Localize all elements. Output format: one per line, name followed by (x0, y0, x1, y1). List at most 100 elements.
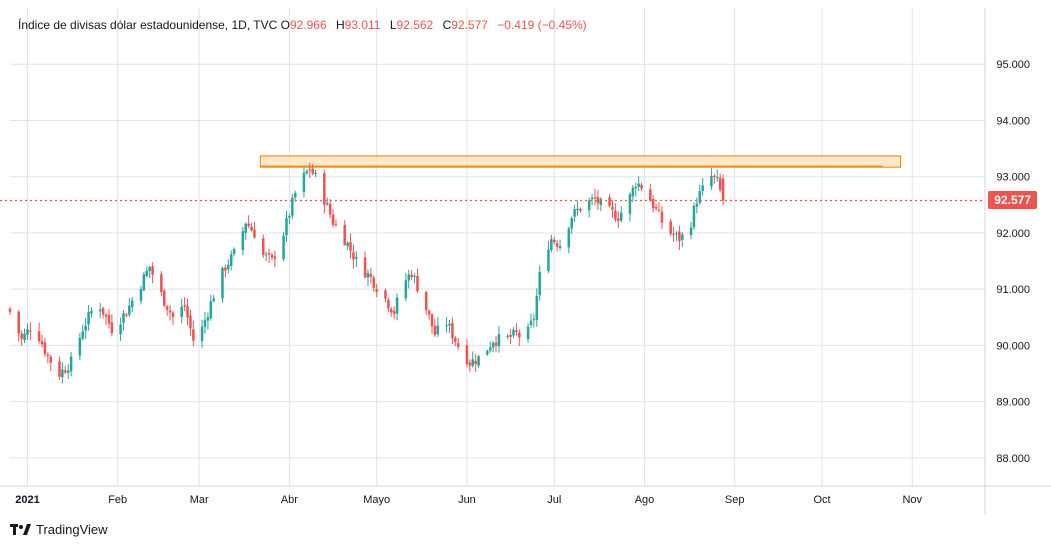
candle (587, 197, 591, 218)
candle-body (171, 312, 175, 317)
candle-body (651, 198, 655, 209)
x-tick-label: Nov (902, 494, 922, 506)
candle-body (78, 337, 82, 356)
candle-body (477, 356, 480, 366)
candle-body (567, 228, 571, 248)
candle (529, 313, 533, 328)
candle-body (46, 354, 50, 357)
candle-body (247, 223, 250, 226)
y-tick-label: 90.000 (996, 340, 1030, 352)
candle-body (227, 264, 230, 270)
candle (49, 354, 53, 372)
candle-body (119, 324, 122, 335)
candle-body (387, 299, 390, 309)
candle (40, 334, 44, 348)
candle-body (104, 314, 108, 317)
candle-body (465, 345, 469, 365)
candle-body (390, 308, 393, 313)
candle-body (189, 315, 192, 328)
candle-body (660, 211, 664, 223)
candle (206, 312, 210, 330)
candle-body (180, 306, 183, 317)
candle-body (165, 306, 169, 310)
candle (209, 294, 213, 321)
candle (486, 349, 489, 356)
candle (46, 352, 50, 364)
candle-body (640, 184, 643, 189)
candle-body (311, 168, 314, 174)
candle (250, 222, 253, 232)
candle (130, 297, 134, 313)
candle-body (413, 275, 416, 277)
candle-body (596, 197, 600, 204)
candle-body (244, 223, 248, 233)
candle-body (23, 333, 26, 341)
candle (567, 226, 571, 254)
y-tick-label: 94.000 (996, 115, 1030, 127)
candle (171, 310, 175, 326)
candle (247, 215, 250, 228)
candle-body (593, 197, 597, 199)
candle (474, 353, 477, 372)
candle (547, 240, 550, 273)
candle-body (66, 370, 70, 373)
candle-body (614, 210, 617, 220)
candle-body (241, 231, 245, 250)
candle (471, 351, 475, 368)
candle (477, 354, 480, 369)
candle-body (84, 325, 87, 331)
candle-body (192, 329, 195, 341)
candle-body (538, 271, 541, 296)
candle-body (669, 221, 672, 234)
change-value: −0.419 (−0.45%) (497, 18, 587, 32)
candle (451, 317, 454, 345)
axes: 88.000 89.000 90.000 91.000 92.000 93.000 94.0… (0, 8, 1051, 515)
candle-body (456, 343, 460, 347)
candle (192, 320, 195, 347)
candle-body (617, 218, 620, 221)
candle (168, 304, 172, 321)
candle-body (352, 252, 355, 260)
candle (535, 288, 539, 327)
candle (599, 197, 603, 212)
candle-body (497, 334, 501, 347)
candle-body (282, 235, 285, 260)
candle-body (325, 202, 329, 205)
candle-body (550, 238, 553, 251)
candle (611, 200, 614, 219)
candle (395, 293, 399, 321)
candle (267, 248, 271, 263)
candle (186, 298, 189, 326)
candle-body (407, 274, 410, 281)
candle-body (267, 252, 271, 255)
candle-body (183, 305, 186, 307)
candle-body (139, 288, 143, 301)
grid-lines (10, 8, 985, 486)
x-tick-label: Mayo (363, 494, 390, 506)
candle (98, 303, 102, 319)
candle-body (375, 288, 378, 292)
candle (491, 340, 495, 353)
candle-body (713, 175, 716, 177)
candle (165, 304, 169, 316)
candle-body (681, 234, 684, 240)
candle-body (404, 280, 408, 299)
candle (550, 234, 553, 253)
candle (261, 234, 265, 258)
candle-body (570, 218, 573, 229)
candle-body (130, 300, 134, 308)
candle-body (331, 214, 335, 225)
candle-body (366, 272, 370, 278)
close-label: C (442, 18, 452, 32)
resistance-zone[interactable] (259, 155, 902, 168)
candle-body (64, 370, 67, 373)
candle (721, 174, 725, 206)
tradingview-logo[interactable]: TradingView (10, 522, 108, 537)
candle (148, 265, 151, 279)
candle (698, 184, 702, 206)
candle-body (427, 310, 431, 315)
candle-body (221, 268, 224, 299)
candle (494, 335, 498, 353)
